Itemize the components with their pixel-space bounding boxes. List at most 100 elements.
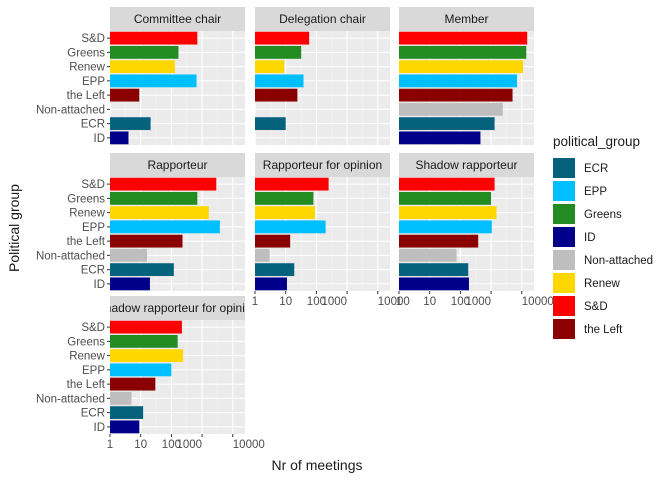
bar-rapporteur-non-attached [110,248,147,262]
bar-rapporteur-for-opinion-greens [255,191,314,205]
bar-rapporteur-for-opinion-id [255,277,287,291]
x-axis-title: Nr of meetings [271,457,362,473]
y-tick-label: EPP [82,222,105,234]
bar-rapporteur-ecr [110,263,174,277]
bar-shadow-rapporteur-for-opinion-non-attached [110,391,132,405]
x-tick-label: 10000 [522,296,554,308]
bar-shadow-rapporteur-id [399,277,469,291]
y-tick-label: Non-attached [36,250,105,262]
bar-shadow-rapporteur-for-opinion-renew [110,349,184,363]
legend-label-sandd: S&D [584,301,608,313]
x-tick-label: 100 [307,296,326,308]
bar-delegation-chair-ecr [255,117,286,131]
y-tick-label: Non-attached [36,393,105,405]
bar-rapporteur-for-opinion-non-attached [255,248,270,262]
panel-strip-title: Member [444,12,488,26]
panel-rapporteur: Rapporteur S&D Greens Renew EPP the Left Non-a… [36,153,245,291]
bar-shadow-rapporteur-ecr [399,263,469,277]
x-tick-label: 10 [134,439,147,451]
bar-rapporteur-for-opinion-epp [255,220,326,234]
bar-rapporteur-greens [110,191,198,205]
y-tick-label: EPP [82,76,105,88]
bar-member-greens [399,45,527,59]
bar-shadow-rapporteur-greens [399,191,492,205]
legend-swatch-sandd [553,296,575,316]
x-tick-label: 1000 [465,296,491,308]
panel-strip-title: Delegation chair [279,12,366,26]
y-tick-label: ID [94,133,106,145]
bar-shadow-rapporteur-non-attached [399,248,457,262]
panel-strip [110,7,245,31]
legend-swatch-greens [553,204,575,224]
legend-swatch-non-attached [553,250,575,270]
bar-delegation-chair-the-left [255,88,298,102]
legend-label-id: ID [584,232,596,244]
bar-member-sandd [399,31,528,45]
bar-member-the-left [399,88,513,102]
y-tick-label: Greens [67,47,105,59]
y-tick-label: Renew [69,62,105,74]
legend-swatch-ecr [553,158,575,178]
panel-strip [255,7,390,31]
bar-shadow-rapporteur-renew [399,206,497,220]
y-tick-label: S&D [81,322,105,334]
bar-shadow-rapporteur-for-opinion-the-left [110,377,156,391]
x-tick-label: 100 [162,439,181,451]
bar-delegation-chair-epp [255,74,304,88]
x-tick-label: 1 [252,296,258,308]
bar-rapporteur-for-opinion-renew [255,206,315,220]
bar-committee-chair-greens [110,45,179,59]
bar-committee-chair-renew [110,60,175,74]
bar-member-non-attached [399,102,503,116]
bar-delegation-chair-renew [255,60,285,74]
bar-rapporteur-for-opinion-the-left [255,234,291,248]
y-tick-label: ECR [81,408,105,420]
bar-shadow-rapporteur-the-left [399,234,479,248]
bar-shadow-rapporteur-epp [399,220,492,234]
legend-label-ecr: ECR [584,163,608,175]
legend-label-non-attached: Non-attached [584,255,653,267]
x-tick-label: 100 [451,296,470,308]
y-tick-label: Greens [67,193,105,205]
y-tick-label: the Left [67,90,106,102]
y-tick-label: Non-attached [36,104,105,116]
legend-label-the-left: the Left [584,324,623,336]
x-tick-label: 10000 [233,439,265,451]
bar-shadow-rapporteur-sandd [399,177,495,191]
bar-committee-chair-sandd [110,31,198,45]
x-tick-label: 1 [396,296,402,308]
panel-strip [110,153,245,177]
bar-member-epp [399,74,518,88]
bar-rapporteur-id [110,277,150,291]
bar-delegation-chair-sandd [255,31,310,45]
y-tick-label: the Left [67,236,106,248]
x-tick-label: 10 [423,296,436,308]
legend-swatch-renew [553,273,575,293]
y-tick-label: ECR [81,119,105,131]
x-tick-label: 1 [107,439,113,451]
panel-strip-title: Rapporteur [147,158,207,172]
panel-strip [255,153,390,177]
panel-strip-title: Committee chair [134,12,221,26]
panel-strip-title: Shadow rapporteur [415,158,517,172]
y-tick-label: EPP [82,365,105,377]
legend-swatch-the-left [553,319,575,339]
panel-strip-title: Shadow rapporteur for opinion [97,301,258,315]
legend-label-renew: Renew [584,278,620,290]
y-tick-label: Greens [67,336,105,348]
y-tick-label: S&D [81,33,105,45]
bar-committee-chair-the-left [110,88,140,102]
x-tick-label: 10000 [378,296,410,308]
x-tick-label: 1000 [176,439,202,451]
bar-rapporteur-epp [110,220,220,234]
bar-member-ecr [399,117,495,131]
y-tick-label: S&D [81,179,105,191]
y-tick-label: ID [94,422,106,434]
panel-delegation-chair: Delegation chair [254,7,390,145]
bar-shadow-rapporteur-for-opinion-greens [110,334,178,348]
panel-strip [399,153,534,177]
